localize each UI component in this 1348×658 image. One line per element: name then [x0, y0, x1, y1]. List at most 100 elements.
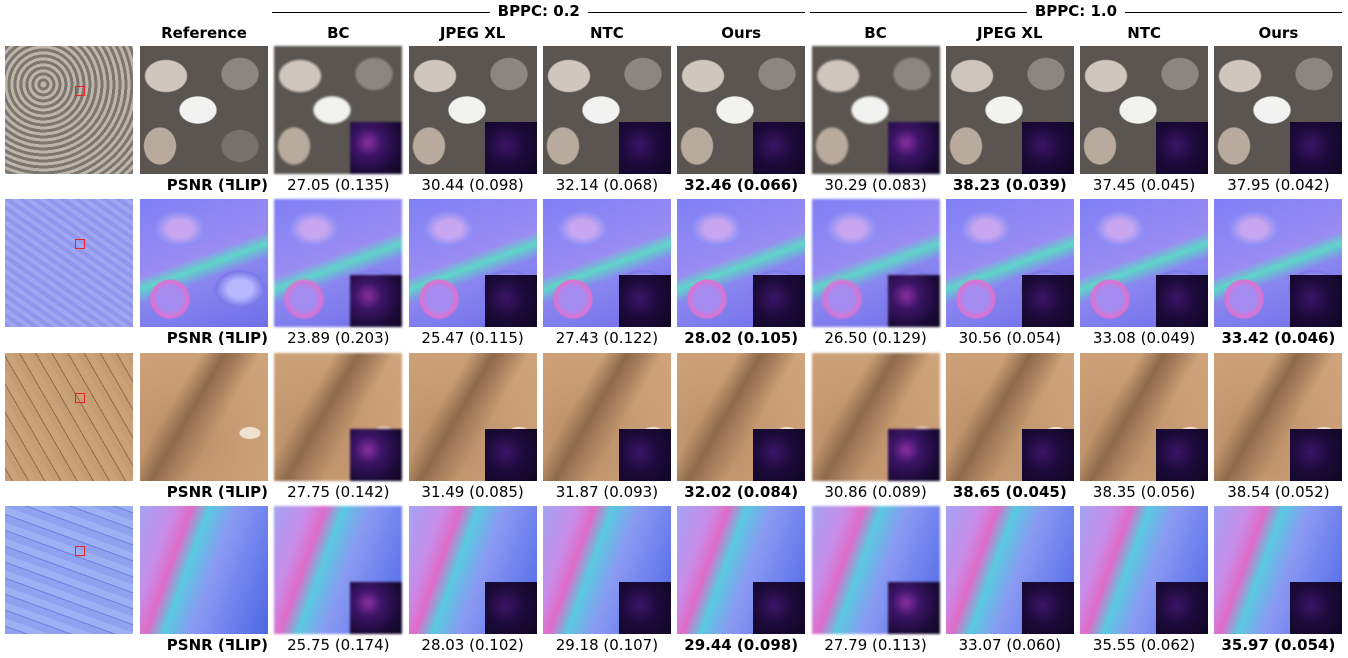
- score: 35.55 (0.062): [1077, 636, 1211, 654]
- error-inset: [1156, 275, 1208, 327]
- texture-crop: [140, 46, 268, 174]
- texture-crop: [1080, 506, 1208, 634]
- error-inset: [1290, 582, 1342, 634]
- error-inset: [350, 275, 402, 327]
- error-inset: [1290, 122, 1342, 174]
- texture-crop: [140, 353, 268, 481]
- column-header: Ours: [677, 24, 805, 42]
- score: 38.23 (0.039): [943, 176, 1077, 194]
- error-inset: [753, 275, 805, 327]
- error-inset: [1022, 582, 1074, 634]
- score: 32.02 (0.084): [674, 483, 808, 501]
- thumbnail: [5, 353, 133, 481]
- score: 33.08 (0.049): [1077, 329, 1211, 347]
- texture-crop: [409, 353, 537, 481]
- score: 38.65 (0.045): [943, 483, 1077, 501]
- error-inset: [1156, 429, 1208, 481]
- texture-crop: [1214, 199, 1342, 327]
- error-inset: [1022, 275, 1074, 327]
- crop-marker: [75, 393, 85, 403]
- texture-crop: [946, 506, 1074, 634]
- score: 35.97 (0.054): [1211, 636, 1345, 654]
- group-label: BPPC: 1.0: [1027, 2, 1125, 20]
- error-inset: [619, 582, 671, 634]
- score: 23.89 (0.203): [271, 329, 405, 347]
- column-header: BC: [274, 24, 402, 42]
- thumbnail: [5, 506, 133, 634]
- texture-crop: [543, 506, 671, 634]
- crop-marker: [75, 239, 85, 249]
- column-header: BC: [812, 24, 940, 42]
- texture-crop: [677, 199, 805, 327]
- texture-crop: [409, 199, 537, 327]
- texture-crop: [140, 506, 268, 634]
- error-inset: [485, 275, 537, 327]
- score: 30.44 (0.098): [406, 176, 540, 194]
- texture-crop: [812, 46, 940, 174]
- texture-crop: [274, 353, 402, 481]
- score: 27.43 (0.122): [540, 329, 674, 347]
- error-inset: [1290, 275, 1342, 327]
- score: 30.86 (0.089): [809, 483, 943, 501]
- texture-crop: [946, 353, 1074, 481]
- error-inset: [1156, 582, 1208, 634]
- score: 37.95 (0.042): [1211, 176, 1345, 194]
- texture-crop: [1080, 46, 1208, 174]
- score: 27.05 (0.135): [271, 176, 405, 194]
- error-inset: [619, 429, 671, 481]
- score: 33.42 (0.046): [1211, 329, 1345, 347]
- error-inset: [350, 582, 402, 634]
- texture-crop: [677, 353, 805, 481]
- texture-crop: [543, 46, 671, 174]
- row-label: PSNR (ꟻLIP): [140, 636, 268, 654]
- score: 32.46 (0.066): [674, 176, 808, 194]
- error-inset: [350, 122, 402, 174]
- error-inset: [753, 122, 805, 174]
- score: 31.49 (0.085): [406, 483, 540, 501]
- score: 27.79 (0.113): [809, 636, 943, 654]
- column-header: Reference: [140, 24, 268, 42]
- thumbnail: [5, 199, 133, 327]
- texture-crop: [543, 353, 671, 481]
- crop-marker: [75, 546, 85, 556]
- texture-crop: [1214, 46, 1342, 174]
- score: 26.50 (0.129): [809, 329, 943, 347]
- error-inset: [1156, 122, 1208, 174]
- score: 32.14 (0.068): [540, 176, 674, 194]
- row-label: PSNR (ꟻLIP): [140, 329, 268, 347]
- error-inset: [888, 429, 940, 481]
- texture-crop: [1214, 506, 1342, 634]
- score: 30.56 (0.054): [943, 329, 1077, 347]
- score: 27.75 (0.142): [271, 483, 405, 501]
- score: 38.35 (0.056): [1077, 483, 1211, 501]
- texture-crop: [677, 506, 805, 634]
- row-label: PSNR (ꟻLIP): [140, 176, 268, 194]
- score: 38.54 (0.052): [1211, 483, 1345, 501]
- group-label: BPPC: 0.2: [490, 2, 588, 20]
- texture-crop: [274, 46, 402, 174]
- error-inset: [1022, 122, 1074, 174]
- texture-crop: [543, 199, 671, 327]
- error-inset: [753, 429, 805, 481]
- score: 37.45 (0.045): [1077, 176, 1211, 194]
- error-inset: [753, 582, 805, 634]
- texture-crop: [812, 353, 940, 481]
- score: 25.47 (0.115): [406, 329, 540, 347]
- error-inset: [485, 582, 537, 634]
- score: 33.07 (0.060): [943, 636, 1077, 654]
- row-label: PSNR (ꟻLIP): [140, 483, 268, 501]
- error-inset: [888, 275, 940, 327]
- score: 25.75 (0.174): [271, 636, 405, 654]
- error-inset: [350, 429, 402, 481]
- texture-crop: [409, 46, 537, 174]
- texture-crop: [946, 46, 1074, 174]
- crop-marker: [75, 86, 85, 96]
- column-header: NTC: [543, 24, 671, 42]
- texture-crop: [1214, 353, 1342, 481]
- score: 28.03 (0.102): [406, 636, 540, 654]
- column-header: Ours: [1214, 24, 1342, 42]
- score: 28.02 (0.105): [674, 329, 808, 347]
- error-inset: [485, 122, 537, 174]
- texture-crop: [812, 199, 940, 327]
- texture-crop: [409, 506, 537, 634]
